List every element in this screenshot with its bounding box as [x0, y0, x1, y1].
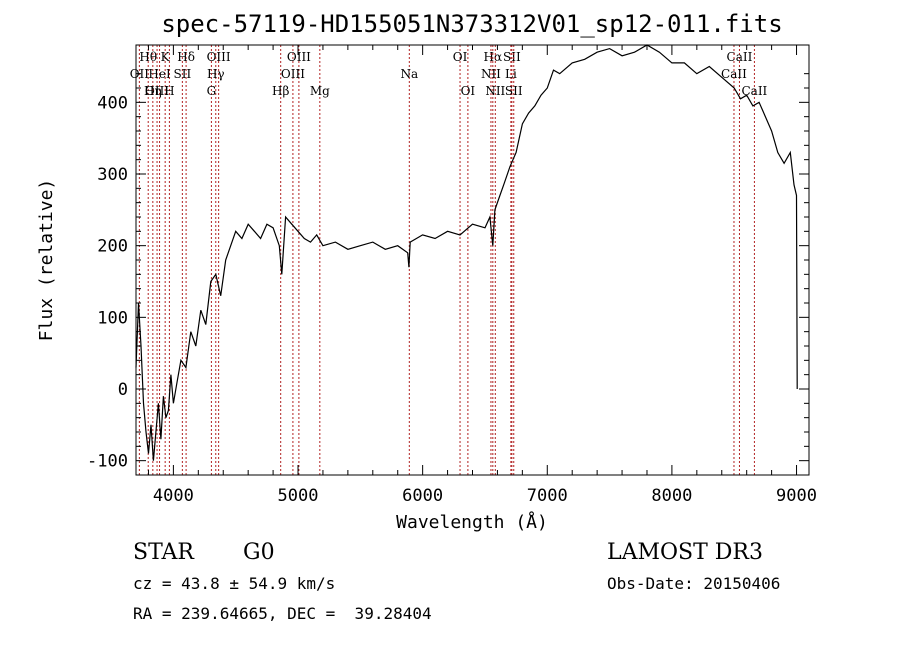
line-marker-label: Hη — [144, 84, 162, 98]
line-marker-label: Hδ — [177, 50, 195, 64]
line-marker-label: Hγ — [207, 67, 225, 81]
line-marker-label: OI — [461, 84, 476, 98]
chart-title: spec-57119-HD155051N373312V01_sp12-011.f… — [161, 10, 782, 38]
y-tick-label: 200 — [97, 237, 128, 257]
line-marker-label: CaII — [727, 50, 753, 64]
line-marker-label: K — [161, 50, 171, 64]
y-axis: -100 0 100 200 300 400 — [87, 73, 809, 472]
x-axis: 4000 5000 6000 7000 8000 9000 — [147, 45, 817, 506]
obs-date: Obs-Date: 20150406 — [607, 574, 781, 593]
y-tick-label: 0 — [118, 380, 128, 400]
line-marker-label: CaII — [741, 84, 767, 98]
line-marker-label: Hβ — [272, 84, 289, 98]
line-marker-label: OIII — [287, 50, 311, 64]
object-subclass: G0 — [243, 540, 275, 565]
x-tick-label: 7000 — [527, 486, 568, 506]
line-marker-label: SII — [174, 67, 192, 81]
line-marker-label: SII — [505, 84, 523, 98]
y-tick-label: 300 — [97, 165, 128, 185]
x-tick-label: 5000 — [278, 486, 319, 506]
line-marker-label: CaII — [721, 67, 747, 81]
survey-name: LAMOST DR3 — [607, 540, 763, 565]
plot-frame — [135, 44, 810, 476]
line-marker-label: Na — [400, 67, 418, 81]
line-marker-label: NII — [485, 84, 505, 98]
series-group — [135, 44, 798, 461]
x-axis-label: Wavelength (Å) — [396, 511, 548, 533]
line-marker-label: Mg — [310, 84, 330, 98]
line-marker-label: Hθ — [139, 50, 157, 64]
y-tick-label: 100 — [97, 308, 128, 328]
line-marker-label: SII — [503, 50, 521, 64]
line-marker-label: OI — [453, 50, 468, 64]
redshift-cz: cz = 43.8 ± 54.9 km/s — [133, 574, 336, 593]
line-marker-label: NII — [481, 67, 501, 81]
line-marker-label: OIII — [281, 67, 305, 81]
line-marker-label: OIII — [145, 84, 169, 98]
line-marker-label: G — [207, 84, 217, 98]
line-marker-label: H — [164, 84, 174, 98]
coordinates: RA = 239.64665, DEC = 39.28404 — [133, 604, 432, 623]
line-marker-label: Hα — [484, 50, 503, 64]
x-tick-label: 6000 — [402, 486, 443, 506]
x-tick-label: 4000 — [153, 486, 194, 506]
x-tick-label: 8000 — [651, 486, 692, 506]
y-axis-label: Flux (relative) — [36, 179, 57, 342]
spectrum-line — [135, 44, 798, 461]
y-tick-label: -100 — [87, 452, 128, 472]
object-class: STAR — [133, 540, 194, 565]
line-marker-label: OIII — [207, 50, 231, 64]
x-tick-label: 9000 — [776, 486, 817, 506]
line-marker-label: HeI — [148, 67, 171, 81]
line-marker-label: Li — [505, 67, 517, 81]
y-tick-label: 400 — [97, 93, 128, 113]
